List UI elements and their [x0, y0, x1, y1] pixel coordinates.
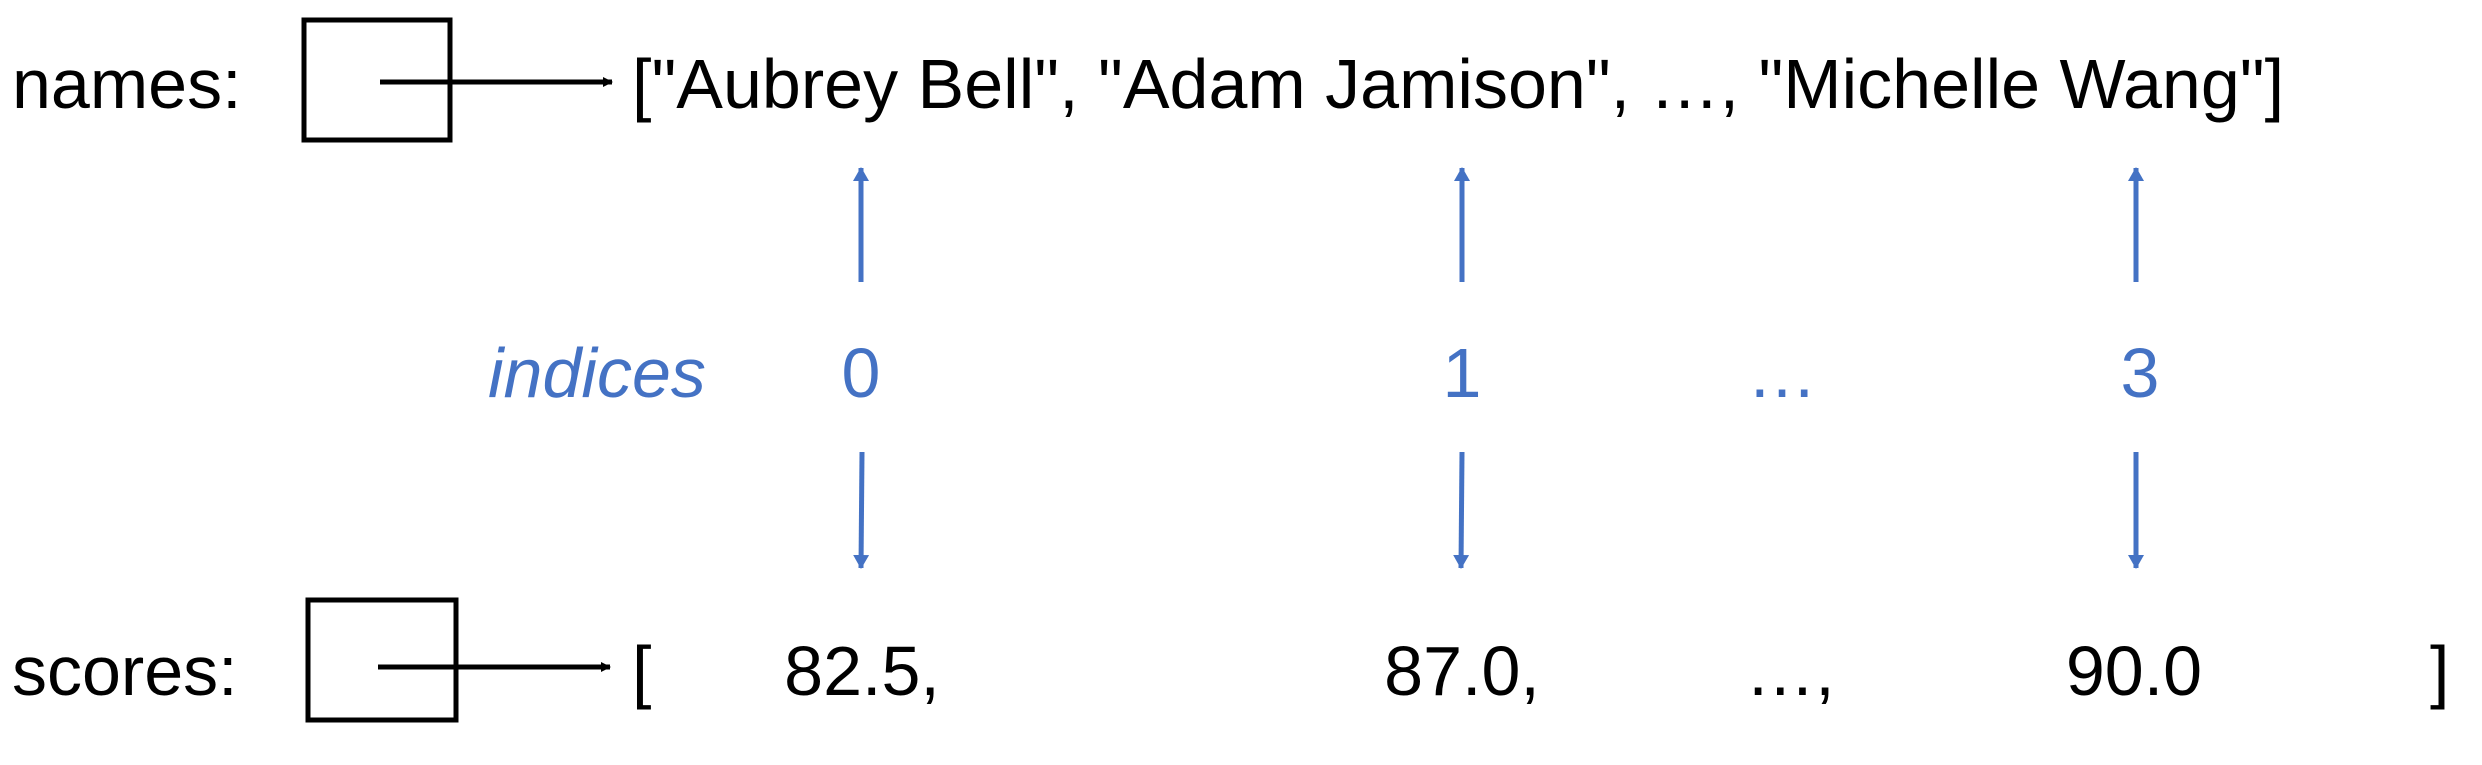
names-variable-box — [301, 17, 613, 143]
scores-close-bracket: ] — [2430, 632, 2449, 710]
score-value-3: 90.0 — [2066, 632, 2202, 710]
score-value-ellipsis: …, — [1745, 632, 1834, 710]
scores-variable-box — [305, 597, 611, 723]
score-value-0: 82.5, — [784, 632, 940, 710]
scores-label: scores: — [12, 632, 238, 710]
index-value-ellipsis: … — [1747, 334, 1817, 412]
index-value-0: 0 — [842, 334, 881, 412]
index-0-arrow-down — [853, 451, 870, 569]
score-value-1: 87.0, — [1384, 632, 1540, 710]
index-value-3: 3 — [2121, 334, 2160, 412]
index-1-arrow-down — [1453, 451, 1470, 569]
index-value-1: 1 — [1443, 334, 1482, 412]
names-list-text: ["Aubrey Bell", "Adam Jamison", …, "Mich… — [632, 45, 2284, 123]
scores-open-bracket: [ — [632, 632, 651, 710]
indices-label: indices — [488, 334, 706, 412]
names-label: names: — [12, 45, 242, 123]
scores-box-outline — [305, 597, 459, 723]
